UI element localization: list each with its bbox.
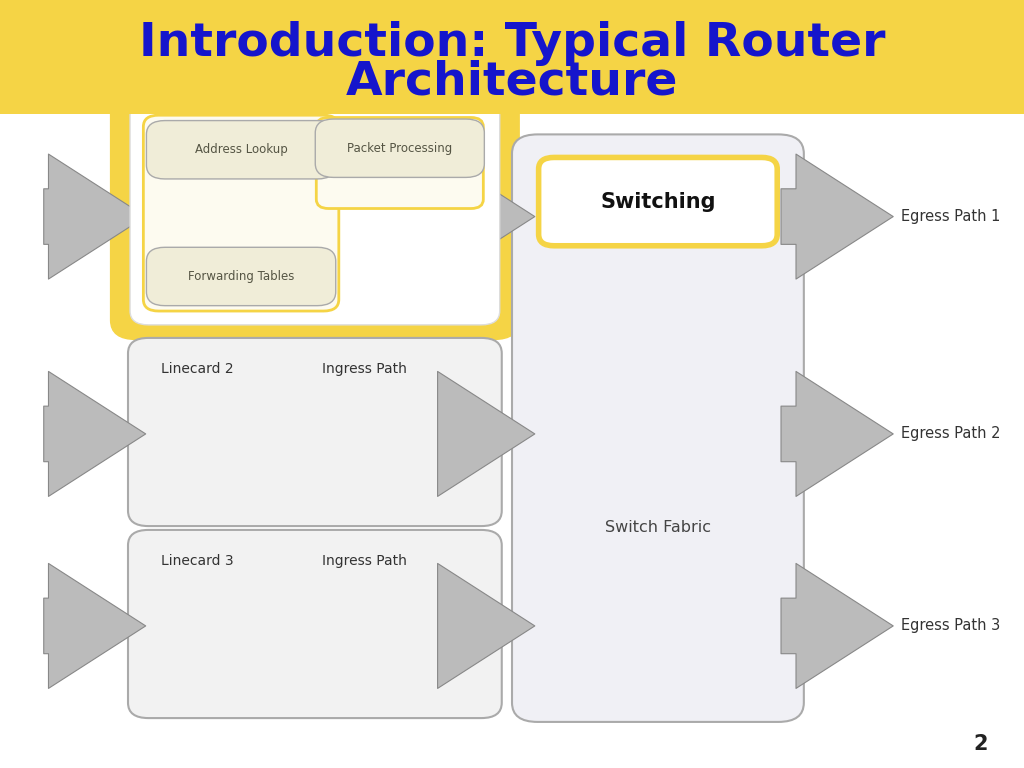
Text: Linecard 3: Linecard 3: [161, 554, 233, 568]
Text: Architecture: Architecture: [346, 59, 678, 104]
FancyBboxPatch shape: [512, 134, 804, 722]
FancyBboxPatch shape: [316, 118, 483, 209]
Text: Switching: Switching: [600, 191, 716, 212]
Text: Ingress Path: Ingress Path: [322, 554, 407, 568]
Text: 2: 2: [974, 734, 988, 754]
Text: Ingress Path: Ingress Path: [322, 362, 407, 376]
Text: Packet Processing: Packet Processing: [347, 142, 453, 154]
FancyBboxPatch shape: [128, 338, 502, 526]
FancyBboxPatch shape: [146, 121, 336, 179]
Text: Switch Fabric: Switch Fabric: [605, 519, 711, 535]
FancyBboxPatch shape: [146, 247, 336, 306]
FancyBboxPatch shape: [128, 530, 502, 718]
Text: Egress Path 2: Egress Path 2: [901, 426, 1000, 442]
FancyBboxPatch shape: [130, 101, 500, 325]
Text: Forwarding Tables: Forwarding Tables: [187, 270, 294, 283]
Text: Egress Path 1: Egress Path 1: [901, 209, 1000, 224]
Text: Egress Path 3: Egress Path 3: [901, 618, 1000, 634]
FancyBboxPatch shape: [143, 115, 339, 311]
FancyBboxPatch shape: [0, 0, 1024, 114]
FancyBboxPatch shape: [539, 157, 777, 246]
FancyBboxPatch shape: [111, 87, 519, 339]
Text: Linecard 2: Linecard 2: [161, 362, 233, 376]
Text: Introduction: Typical Router: Introduction: Typical Router: [138, 21, 886, 66]
FancyBboxPatch shape: [315, 119, 484, 177]
Text: Address Lookup: Address Lookup: [195, 144, 288, 156]
